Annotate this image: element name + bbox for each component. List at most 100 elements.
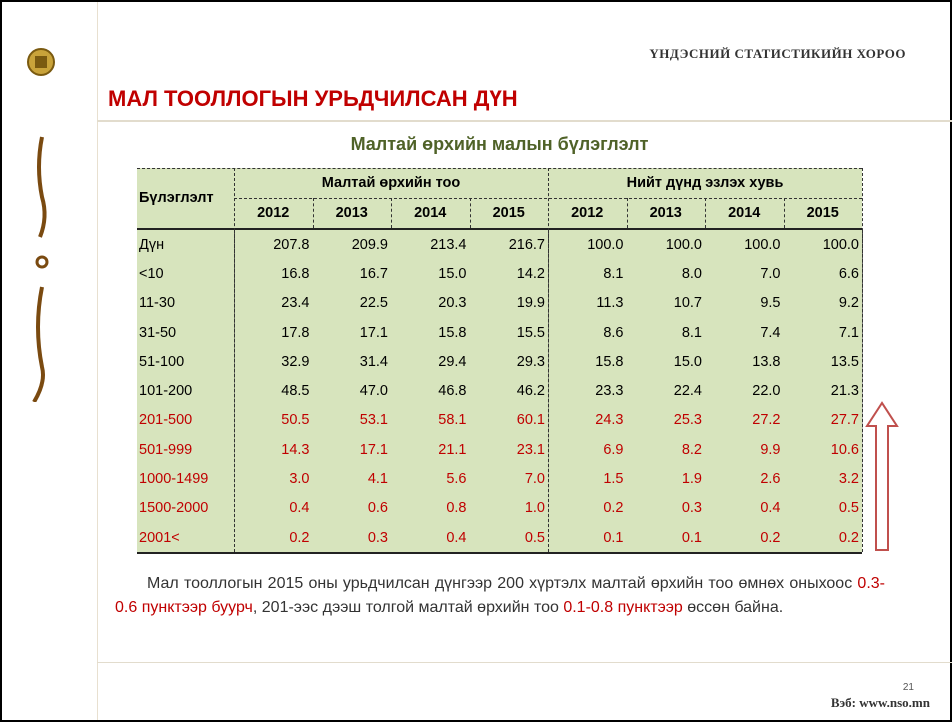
- cell-value: 8.1: [681, 324, 702, 341]
- cell-value: 27.2: [752, 412, 781, 429]
- row-label: 1000-1499: [139, 471, 209, 488]
- row-label: Дүн: [139, 236, 165, 253]
- cell-value: 7.0: [760, 265, 781, 282]
- cell-value: 60.1: [516, 412, 545, 429]
- cell-value: 207.8: [273, 236, 310, 253]
- rule: [137, 168, 862, 169]
- cell-value: 0.1: [603, 529, 624, 546]
- row-label: 2001<: [139, 529, 180, 546]
- highlight: 0.3-0.6 пунктээр буурч: [115, 575, 885, 616]
- sidebar-divider: [97, 2, 98, 720]
- year-header: 2015: [492, 205, 525, 221]
- cell-value: 7.0: [524, 471, 545, 488]
- col-rule: [548, 230, 549, 553]
- cell-value: 0.2: [838, 529, 859, 546]
- cell-value: 5.6: [446, 471, 467, 488]
- up-arrow: [865, 401, 899, 551]
- row-label: 501-999: [139, 441, 193, 458]
- cell-value: 22.0: [752, 383, 781, 400]
- cell-value: 13.8: [752, 353, 781, 370]
- cell-value: 25.3: [673, 412, 702, 429]
- cell-value: 15.0: [673, 353, 702, 370]
- organization: ҮНДЭСНИЙ СТАТИСТИКИЙН ХОРОО: [649, 46, 906, 61]
- cell-value: 8.2: [681, 441, 702, 458]
- row-label: 31-50: [139, 324, 177, 341]
- cell-value: 14.2: [516, 265, 545, 282]
- cell-value: 8.6: [603, 324, 624, 341]
- cell-value: 2.6: [760, 471, 781, 488]
- year-header: 2014: [728, 205, 761, 221]
- cell-value: 0.2: [289, 529, 310, 546]
- cell-value: 17.1: [359, 324, 388, 341]
- cell-value: 29.4: [438, 353, 467, 370]
- year-header: 2012: [571, 205, 604, 221]
- year-header: 2013: [649, 205, 682, 221]
- cell-value: 23.3: [595, 383, 624, 400]
- year-header: 2015: [806, 205, 839, 221]
- cell-value: 16.7: [359, 265, 388, 282]
- cell-value: 24.3: [595, 412, 624, 429]
- paragraph: Мал тооллогын 2015 оны урьдчилсан дүнгээ…: [115, 572, 885, 620]
- col-rule: [469, 198, 471, 228]
- cell-value: 100.0: [744, 236, 781, 253]
- cell-value: 1.9: [681, 471, 702, 488]
- cell-value: 6.6: [838, 265, 859, 282]
- cell-value: 9.5: [760, 295, 781, 312]
- cell-value: 17.1: [359, 441, 388, 458]
- year-header: 2014: [414, 205, 447, 221]
- cell-value: 17.8: [281, 324, 310, 341]
- col-rule: [705, 198, 706, 228]
- cell-value: 23.1: [516, 441, 545, 458]
- cell-value: 213.4: [430, 236, 467, 253]
- cell-value: 58.1: [438, 412, 467, 429]
- cell-value: 20.3: [438, 295, 467, 312]
- cell-value: 8.0: [681, 265, 702, 282]
- cell-value: 23.4: [281, 295, 310, 312]
- cell-value: 15.8: [438, 324, 467, 341]
- cell-value: 9.2: [838, 295, 859, 312]
- cell-value: 21.1: [438, 441, 467, 458]
- cell-value: 11.3: [596, 295, 624, 312]
- cell-value: 0.6: [367, 500, 388, 517]
- group-header: Нийт дүнд эзлэх хувь: [626, 175, 784, 191]
- col-rule: [391, 198, 392, 228]
- cell-value: 53.1: [359, 412, 388, 429]
- cell-value: 100.0: [665, 236, 702, 253]
- cell-value: 0.1: [681, 529, 702, 546]
- cell-value: 0.4: [289, 500, 310, 517]
- cell-value: 19.9: [516, 295, 545, 312]
- header-rule: [97, 120, 952, 122]
- col-rule: [312, 198, 314, 228]
- cell-value: 31.4: [359, 353, 388, 370]
- footer-rule: [97, 662, 952, 663]
- cell-value: 48.5: [281, 383, 310, 400]
- cell-value: 10.7: [673, 295, 702, 312]
- slide-title: МАЛ ТООЛЛОГЫН УРЬДЧИЛСАН ДҮН: [108, 86, 518, 111]
- text: , 201-ээс дээш толгой малтай өрхийн тоо: [252, 599, 564, 616]
- row-label: 51-100: [139, 353, 185, 370]
- cell-value: 9.9: [760, 441, 781, 458]
- cell-value: 0.3: [367, 529, 388, 546]
- cell-value: 46.2: [516, 383, 545, 400]
- cell-value: 0.2: [760, 529, 781, 546]
- row-label: 1500-2000: [139, 500, 209, 517]
- cell-value: 10.6: [830, 441, 859, 458]
- cell-value: 32.9: [281, 353, 310, 370]
- cell-value: 0.4: [446, 529, 467, 546]
- cell-value: 0.8: [446, 500, 467, 517]
- row-header: Бүлэглэлт: [139, 190, 214, 206]
- cell-value: 50.5: [281, 412, 310, 429]
- col-rule: [234, 230, 235, 553]
- cell-value: 7.1: [838, 324, 859, 341]
- text: өссөн байна.: [682, 599, 784, 616]
- cell-value: 6.9: [603, 441, 624, 458]
- cell-value: 47.0: [359, 383, 388, 400]
- cell-value: 0.3: [681, 500, 702, 517]
- cell-value: 216.7: [508, 236, 545, 253]
- cell-value: 209.9: [351, 236, 388, 253]
- col-rule: [783, 198, 785, 228]
- row-label: 201-500: [139, 412, 193, 429]
- row-label: <10: [139, 265, 164, 282]
- cell-value: 15.5: [516, 324, 545, 341]
- cell-value: 27.7: [830, 412, 859, 429]
